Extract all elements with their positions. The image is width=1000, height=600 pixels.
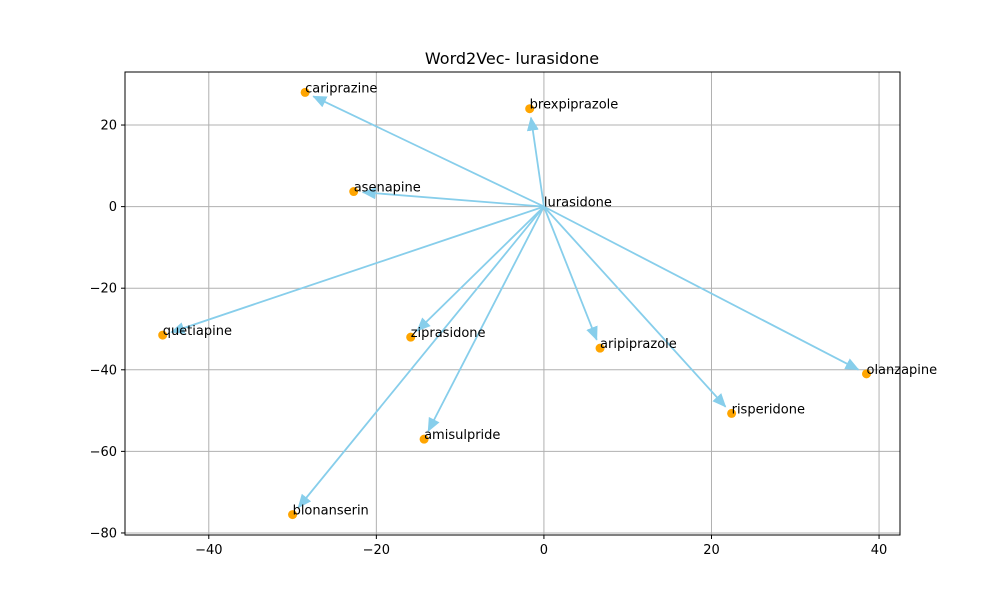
label-amisulpride: amisulpride [424,428,500,443]
arrow-brexpiprazole [526,116,545,207]
point-aripiprazole [595,343,605,353]
arrow-quetiapine [170,205,545,334]
point-brexpiprazole [525,104,535,114]
label-aripiprazole: aripiprazole [600,337,677,352]
arrow-aripiprazole [543,206,598,341]
label-risperidone: risperidone [732,402,805,417]
y-tick-label: −20 [90,282,117,297]
point-olanzapine [861,369,871,379]
arrow-risperidone [543,206,727,408]
y-tick-label: −60 [90,445,117,460]
point-risperidone [727,408,737,418]
y-tick-label: −80 [90,526,117,541]
arrow-amisulpride [427,206,545,433]
x-tick-label: 40 [871,543,888,558]
point-blonanserin [288,510,298,520]
point-quetiapine [158,330,168,340]
arrow-cariprazine [312,95,545,208]
arrow-asenapine [361,187,544,208]
plot-frame [124,71,901,536]
point-amisulpride [419,434,429,444]
arrows [170,95,860,509]
x-tick-label: 0 [540,543,548,558]
y-tick-label: −40 [90,363,117,378]
grid [125,72,900,535]
points [158,87,871,520]
label-olanzapine: olanzapine [866,363,937,378]
arrow-olanzapine [543,205,860,371]
axes: −40 −20 0 20 40 20 0 −20 −40 −60 −80 [90,71,901,558]
label-blonanserin: blonanserin [293,504,369,519]
point-labels: lurasidone cariprazine brexpiprazole asenap… [163,81,937,518]
label-asenapine: asenapine [354,181,421,196]
x-tick-label: −20 [363,543,390,558]
x-tick-label: 20 [703,543,720,558]
label-ziprasidone: ziprasidone [411,326,486,341]
x-tick-label: −40 [195,543,222,558]
y-tick-label: 20 [100,119,117,134]
label-center: lurasidone [544,196,612,211]
label-quetiapine: quetiapine [163,324,232,339]
label-brexpiprazole: brexpiprazole [530,98,619,113]
arrow-blonanserin [297,206,545,509]
chart-title: Word2Vec- lurasidone [425,49,599,68]
point-asenapine [349,187,359,197]
point-ziprasidone [406,332,416,342]
arrow-ziprasidone [416,205,545,332]
y-tick-label: 0 [109,200,117,215]
label-cariprazine: cariprazine [305,81,377,96]
point-cariprazine [300,87,310,97]
